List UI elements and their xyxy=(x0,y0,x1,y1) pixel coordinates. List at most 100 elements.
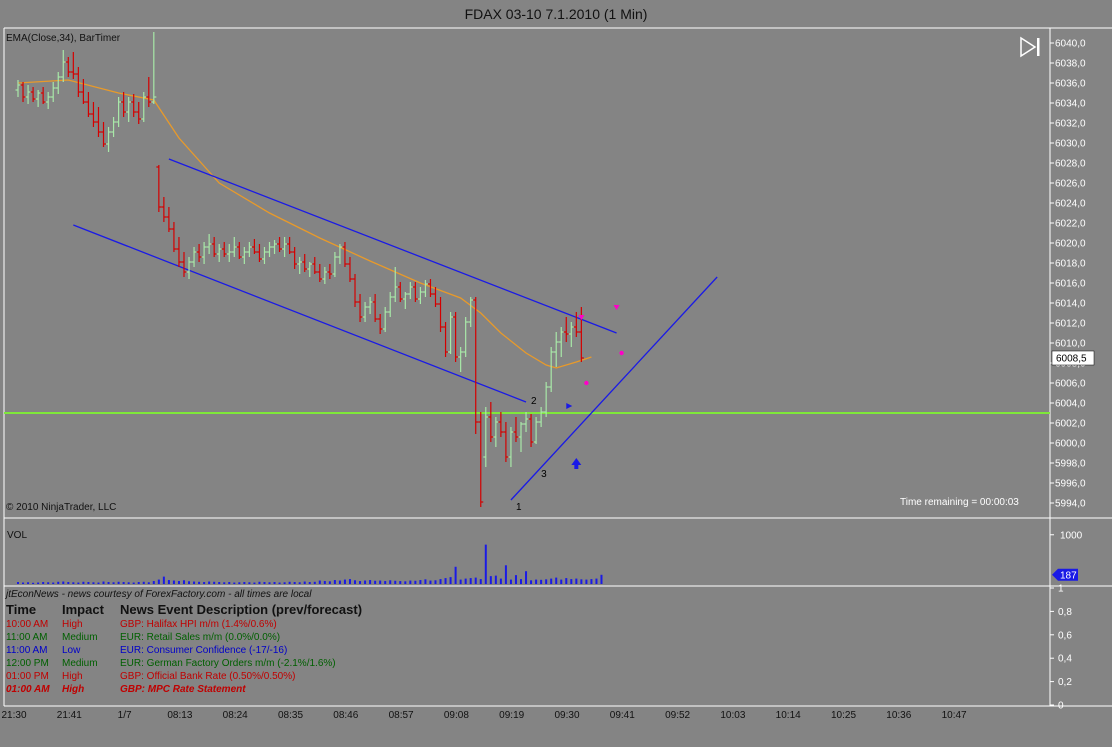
price-bar xyxy=(136,102,142,124)
volume-panel-label: VOL xyxy=(7,530,28,541)
news-row[interactable]: 10:00 AM High GBP: Halifax HPI m/m (1.4%… xyxy=(4,618,1050,631)
price-bar xyxy=(261,247,267,264)
price-bar xyxy=(95,107,101,137)
price-bar xyxy=(161,197,167,222)
label-point-2: 2 xyxy=(531,396,537,407)
price-tick-label: 6040,0 xyxy=(1055,39,1086,50)
price-bar xyxy=(101,122,107,147)
price-bar xyxy=(488,402,494,442)
price-tick-label: 6010,0 xyxy=(1055,339,1086,350)
volume-bar xyxy=(87,582,90,584)
volume-bar xyxy=(343,579,346,584)
price-bar xyxy=(543,382,549,417)
volume-tick-label: 1000 xyxy=(1060,530,1083,541)
news-tick-label: 0,2 xyxy=(1058,677,1072,688)
channel-lower-line xyxy=(73,224,527,403)
volume-bar xyxy=(117,581,120,584)
volume-bar xyxy=(142,581,145,584)
volume-bar xyxy=(263,582,266,584)
news-time: 11:00 AM xyxy=(6,645,48,656)
price-bar xyxy=(241,247,247,264)
price-bar xyxy=(15,80,21,97)
sell-arrow-marker xyxy=(613,305,620,310)
price-bar xyxy=(282,237,288,257)
price-bar xyxy=(272,240,278,254)
price-tick-label: 6026,0 xyxy=(1055,179,1086,190)
price-bar xyxy=(332,252,338,277)
price-bar xyxy=(251,239,257,254)
news-row[interactable]: 01:00 AM High GBP: MPC Rate Statement xyxy=(4,683,1050,696)
news-source: jtEconNews - news courtesy of ForexFacto… xyxy=(6,589,312,600)
news-row[interactable]: 11:00 AM Medium EUR: Retail Sales m/m (0… xyxy=(4,631,1050,644)
price-tick-label: 6020,0 xyxy=(1055,239,1086,250)
price-bar xyxy=(126,97,132,122)
volume-bar xyxy=(474,577,477,584)
news-time: 01:00 AM xyxy=(6,684,50,695)
volume-bar xyxy=(464,578,467,584)
price-bar xyxy=(267,242,272,257)
price-bar xyxy=(211,237,217,257)
volume-bar xyxy=(193,581,196,584)
price-bar xyxy=(468,297,474,327)
news-tick-label: 0 xyxy=(1058,701,1064,712)
news-description: EUR: German Factory Orders m/m (-2.1%/1.… xyxy=(120,658,336,669)
volume-bar xyxy=(509,579,512,584)
price-bar xyxy=(80,79,86,104)
price-bar xyxy=(302,254,308,272)
volume-bar xyxy=(167,580,170,584)
volume-bar xyxy=(379,580,382,584)
volume-bar xyxy=(389,580,392,584)
price-tick-label: 6006,0 xyxy=(1055,379,1086,390)
volume-bar xyxy=(218,582,221,584)
price-bar xyxy=(206,234,212,254)
volume-bar xyxy=(47,582,50,584)
volume-bar xyxy=(57,581,60,584)
volume-bar xyxy=(213,581,216,584)
price-bar xyxy=(498,412,504,437)
price-bar xyxy=(90,102,96,127)
volume-bar xyxy=(545,579,548,584)
chart-title: FDAX 03-10 7.1.2010 (1 Min) xyxy=(464,6,648,22)
play-toggle-icon[interactable] xyxy=(1019,36,1043,58)
volume-bar xyxy=(590,579,593,584)
volume-bar xyxy=(555,577,558,584)
volume-bar xyxy=(323,581,326,584)
price-tick-label: 6016,0 xyxy=(1055,279,1086,290)
volume-bar xyxy=(535,579,538,584)
price-tick-label: 6038,0 xyxy=(1055,59,1086,70)
volume-bar xyxy=(404,581,407,584)
volume-bar xyxy=(298,582,301,584)
news-row[interactable]: 01:00 PM High GBP: Official Bank Rate (0… xyxy=(4,670,1050,683)
time-tick-label: 08:46 xyxy=(333,710,359,721)
volume-bar xyxy=(449,577,452,584)
news-row[interactable]: 11:00 AM Low EUR: Consumer Confidence (-… xyxy=(4,644,1050,657)
price-bar xyxy=(181,252,187,277)
volume-bar xyxy=(364,580,367,584)
price-bar xyxy=(327,264,333,279)
price-bar xyxy=(367,297,373,314)
volume-bar xyxy=(565,578,568,584)
volume-bar xyxy=(177,581,180,584)
price-bar xyxy=(548,347,554,392)
news-time: 01:00 PM xyxy=(6,671,49,682)
volume-bar xyxy=(32,582,35,584)
volume-bar xyxy=(333,580,336,584)
price-bar xyxy=(357,294,363,322)
volume-bar xyxy=(233,582,236,584)
price-bar xyxy=(463,317,469,357)
label-point-1: 1 xyxy=(516,502,522,513)
volume-bar xyxy=(530,580,533,584)
price-bar xyxy=(60,50,66,82)
price-bar xyxy=(518,422,524,452)
price-tick-label: 5994,0 xyxy=(1055,499,1086,510)
volume-bar xyxy=(208,581,211,584)
news-row[interactable]: 12:00 PM Medium EUR: German Factory Orde… xyxy=(4,657,1050,670)
time-remaining: Time remaining = 00:00:03 xyxy=(900,497,1019,508)
news-tick-label: 0,4 xyxy=(1058,654,1072,665)
volume-bar xyxy=(92,582,95,584)
price-bar xyxy=(432,287,438,307)
volume-bar xyxy=(504,565,507,584)
time-tick-label: 10:03 xyxy=(720,710,746,721)
time-tick-label: 21:30 xyxy=(1,710,27,721)
